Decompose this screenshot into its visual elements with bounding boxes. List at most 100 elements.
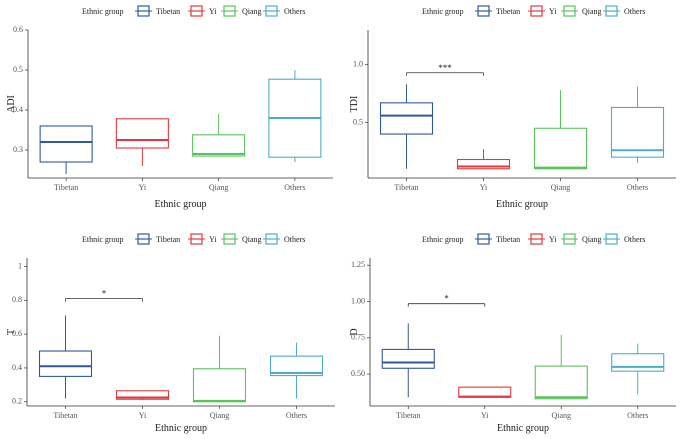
- x-tick-label-qiang: Qiang: [551, 411, 571, 420]
- x-tick-label-others: Others: [286, 411, 307, 420]
- legend-key-yi: [528, 5, 545, 17]
- legend-label-qiang: Qiang: [582, 7, 602, 16]
- legend-1: Ethnic group Tibetan Yi Qiang Others: [82, 5, 305, 17]
- box-iqr: [38, 350, 93, 377]
- legend-label-others: Others: [284, 235, 305, 244]
- significance-bracket: ***: [406, 63, 484, 76]
- legend-title: Ethnic group: [82, 7, 124, 16]
- x-tick-label-qiang: Qiang: [209, 183, 229, 192]
- legend-label-tibetan: Tibetan: [156, 235, 180, 244]
- box-iqr: [39, 125, 93, 163]
- legend-2: Ethnic group Tibetan Yi Qiang Others: [422, 5, 645, 17]
- legend-title: Ethnic group: [422, 235, 464, 244]
- legends: Ethnic group Tibetan Yi Qiang Others Ethnic g…: [82, 5, 645, 245]
- x-tick-label-yi: Yi: [139, 183, 147, 192]
- box-yi: [115, 118, 169, 166]
- legend-label-tibetan: Tibetan: [156, 7, 180, 16]
- box-iqr: [534, 365, 588, 400]
- y-tick-label: 0.5: [353, 117, 363, 126]
- y-tick-label: 0.6: [13, 25, 23, 34]
- legend-key-others: [263, 233, 280, 245]
- box-iqr: [456, 158, 511, 170]
- legend-key-qiang: [221, 233, 238, 245]
- legend-label-tibetan: Tibetan: [496, 235, 520, 244]
- x-axis-title: Ethnic group: [497, 423, 549, 434]
- x-tick-label-qiang: Qiang: [551, 183, 571, 192]
- y-axis-title: ADI: [6, 95, 17, 113]
- x-tick-label-yi: Yi: [481, 411, 489, 420]
- significance-label: ***: [438, 63, 452, 73]
- legend-key-qiang: [561, 5, 578, 17]
- y-tick-label: 1: [18, 261, 22, 270]
- y-tick-label: 0.6: [12, 329, 22, 338]
- legend-label-others: Others: [624, 7, 645, 16]
- box-tibetan: [39, 125, 93, 174]
- x-tick-label-others: Others: [284, 183, 305, 192]
- x-tick-label-tibetan: Tibetan: [53, 411, 77, 420]
- legend-key-others: [263, 5, 280, 17]
- x-tick-label-tibetan: Tibetan: [396, 411, 420, 420]
- y-axis-title: D: [349, 328, 360, 335]
- box-others: [611, 343, 665, 395]
- legend-key-yi: [188, 233, 205, 245]
- legend-3: Ethnic group Tibetan Yi Qiang Others: [82, 233, 305, 245]
- y-tick-label: 0.50: [351, 369, 365, 378]
- significance-label: *: [102, 289, 107, 299]
- legend-key-qiang: [221, 5, 238, 17]
- significance-bracket: *: [65, 289, 143, 302]
- legend-key-others: [603, 5, 620, 17]
- box-yi: [115, 390, 170, 401]
- x-axis-title: Ethnic group: [496, 199, 548, 210]
- y-tick-label: 0.4: [13, 105, 23, 114]
- x-tick-label-qiang: Qiang: [210, 411, 230, 420]
- x-tick-label-tibetan: Tibetan: [394, 183, 418, 192]
- legend-title: Ethnic group: [82, 235, 124, 244]
- legend-label-yi: Yi: [209, 235, 217, 244]
- legend-title: Ethnic group: [422, 7, 464, 16]
- box-tibetan: [38, 315, 93, 399]
- x-tick-label-tibetan: Tibetan: [54, 183, 78, 192]
- legend-label-qiang: Qiang: [582, 235, 602, 244]
- box-others: [268, 70, 322, 162]
- box-iqr: [381, 348, 435, 369]
- legend-label-others: Others: [284, 7, 305, 16]
- y-tick-label: 1.00: [351, 296, 365, 305]
- x-axis-title: Ethnic group: [155, 423, 207, 434]
- panel-adi: 0.3 0.4 0.5 0.6 Tibetan Yi Qiang Others ADI Ethni…: [6, 25, 333, 210]
- box-iqr: [533, 127, 588, 170]
- legend-key-yi: [528, 233, 545, 245]
- x-tick-label-yi: Yi: [480, 183, 488, 192]
- x-tick-label-others: Others: [627, 411, 648, 420]
- box-others: [610, 86, 665, 163]
- box-qiang: [533, 90, 588, 170]
- legend-key-tibetan: [135, 233, 152, 245]
- legend-label-yi: Yi: [209, 7, 217, 16]
- y-tick-label: 0.2: [12, 397, 22, 406]
- legend-label-tibetan: Tibetan: [496, 7, 520, 16]
- legend-label-qiang: Qiang: [242, 235, 262, 244]
- box-yi: [458, 386, 512, 398]
- y-tick-label: 0.4: [12, 363, 22, 372]
- legend-key-tibetan: [135, 5, 152, 17]
- box-iqr: [269, 355, 324, 377]
- y-tick-label: 0.3: [13, 145, 23, 154]
- legend-label-others: Others: [624, 235, 645, 244]
- legend-label-yi: Yi: [549, 235, 557, 244]
- legend-label-qiang: Qiang: [242, 7, 262, 16]
- significance-label: *: [444, 294, 449, 304]
- legend-label-yi: Yi: [549, 7, 557, 16]
- legend-key-yi: [188, 5, 205, 17]
- panel-d: 0.50 0.75 1.00 1.25 Tibetan Yi Qiang Others D Eth…: [349, 258, 676, 434]
- box-iqr: [192, 368, 247, 403]
- y-tick-label: 0.75: [351, 333, 365, 342]
- box-iqr: [611, 353, 665, 372]
- box-iqr: [115, 118, 169, 149]
- box-iqr: [115, 390, 170, 400]
- box-iqr: [192, 134, 246, 157]
- legend-key-others: [603, 233, 620, 245]
- x-tick-label-yi: Yi: [139, 411, 147, 420]
- box-tibetan: [381, 323, 435, 398]
- x-tick-label-others: Others: [627, 183, 648, 192]
- significance-bracket: *: [407, 294, 486, 307]
